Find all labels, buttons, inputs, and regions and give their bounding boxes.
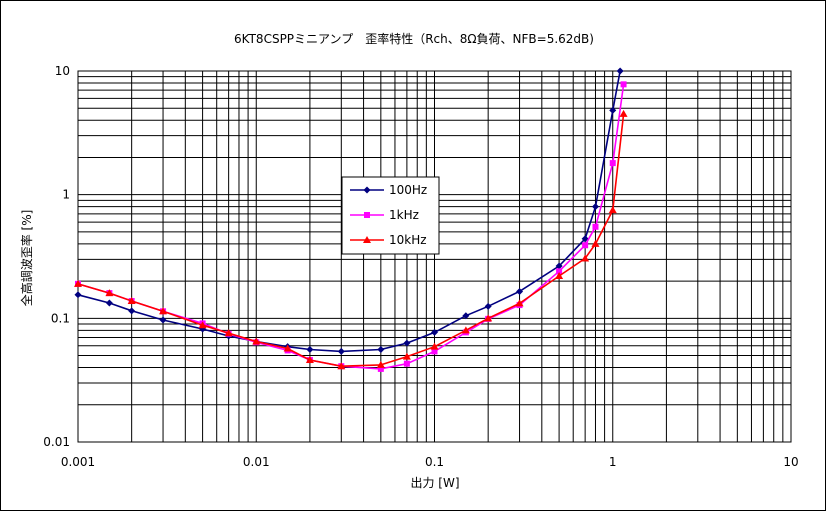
data-point xyxy=(462,312,470,320)
data-point xyxy=(306,345,314,353)
data-point xyxy=(337,347,345,355)
y-axis-label: 全高調波歪率 [%] xyxy=(19,210,34,307)
data-point xyxy=(159,316,167,324)
data-point xyxy=(461,326,470,334)
data-point xyxy=(555,271,564,279)
data-point xyxy=(484,302,492,310)
chart-title: 6KT8CSPPミニアンプ 歪率特性（Rch、8Ω負荷、NFB=5.62dB) xyxy=(234,31,594,46)
data-point xyxy=(105,299,113,307)
data-point xyxy=(376,360,385,368)
y-tick-label: 1 xyxy=(62,188,70,202)
x-tick-label: 1 xyxy=(609,455,617,469)
x-tick-label: 0.001 xyxy=(61,455,95,469)
data-point xyxy=(305,356,314,364)
y-tick-label: 0.1 xyxy=(51,311,70,325)
data-point xyxy=(403,360,410,367)
grid xyxy=(77,70,792,443)
data-point xyxy=(252,337,261,345)
data-point xyxy=(620,81,627,88)
data-point xyxy=(403,339,411,347)
legend-label: 10kHz xyxy=(389,233,427,247)
data-point xyxy=(431,348,438,355)
data-point xyxy=(105,289,114,297)
data-point xyxy=(198,321,207,329)
x-axis-label: 出力 [W] xyxy=(410,476,459,490)
legend-label: 1kHz xyxy=(389,208,419,222)
data-point xyxy=(128,307,136,315)
data-point xyxy=(591,239,600,247)
legend-marker xyxy=(363,236,371,243)
y-tick-label: 0.01 xyxy=(43,435,70,449)
data-point xyxy=(591,203,599,211)
data-point xyxy=(377,345,385,353)
data-point xyxy=(592,223,599,230)
x-tick-label: 0.01 xyxy=(243,455,270,469)
legend-marker xyxy=(363,186,371,194)
series-layer xyxy=(74,67,628,372)
data-point xyxy=(224,329,233,337)
data-point xyxy=(616,67,624,75)
data-point xyxy=(609,106,617,114)
data-point xyxy=(619,109,628,117)
data-point xyxy=(283,344,292,352)
y-tick-label: 10 xyxy=(55,64,70,78)
data-point xyxy=(555,262,563,270)
data-point xyxy=(430,342,439,350)
data-point xyxy=(582,242,589,249)
data-point xyxy=(74,291,82,299)
data-point xyxy=(337,362,346,370)
legend-item: 1kHz xyxy=(350,208,419,222)
x-tick-label: 0.1 xyxy=(425,455,444,469)
tick-labels: 0.001 0.01 0.1 1 10 0.01 0.1 1 10 xyxy=(43,64,798,469)
data-point xyxy=(556,268,563,275)
data-point xyxy=(402,352,411,360)
data-point xyxy=(581,254,590,262)
x-tick-label: 10 xyxy=(783,455,798,469)
data-point xyxy=(159,307,168,315)
data-point xyxy=(74,279,82,287)
data-point xyxy=(484,314,493,322)
data-point xyxy=(608,206,617,214)
legend: 100Hz 1kHz 10kHz xyxy=(341,176,440,255)
legend-label: 100Hz xyxy=(389,183,427,197)
data-point xyxy=(127,297,136,305)
legend-item: 100Hz xyxy=(350,183,427,197)
legend-item: 10kHz xyxy=(350,233,427,247)
data-point xyxy=(609,160,616,167)
series-10kHz xyxy=(74,109,628,370)
data-point xyxy=(516,287,524,295)
data-point xyxy=(377,365,384,372)
legend-marker xyxy=(364,212,370,218)
data-point xyxy=(431,328,438,336)
data-point xyxy=(515,299,524,307)
